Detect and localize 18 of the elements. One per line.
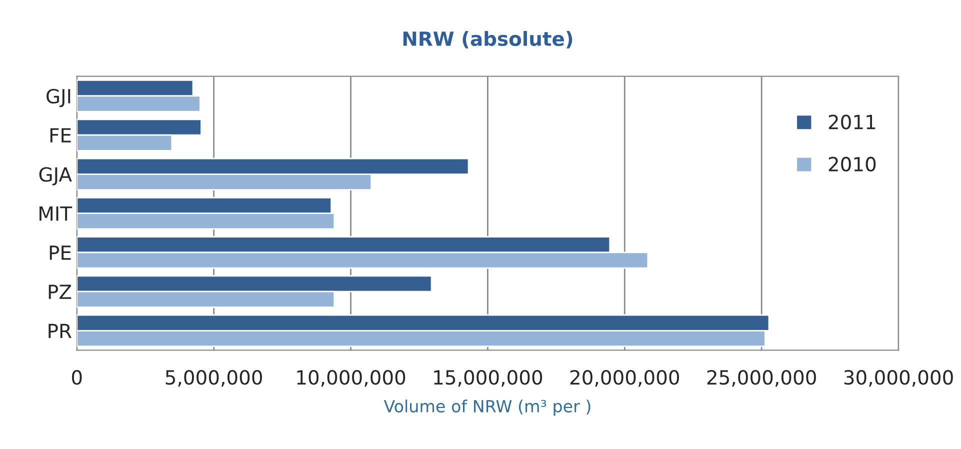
x-axis-title: Volume of NRW (m³ per ): [384, 400, 590, 416]
x-tick-label: 25,000,000: [707, 370, 816, 387]
y-tick-label: MIT: [40, 206, 72, 221]
x-tick-label: 15,000,000: [434, 370, 542, 387]
legend-label: 2011: [828, 114, 876, 130]
y-tick-label: FE: [50, 128, 71, 142]
y-tick-label: GJI: [46, 88, 70, 108]
x-tick-label: 20,000,000: [570, 370, 680, 387]
y-tick-label: GJA: [39, 167, 72, 186]
x-tick-label: 0: [72, 370, 82, 385]
legend-label: 2010: [828, 156, 876, 172]
chart-title: NRW (absolute): [403, 31, 572, 48]
x-tick-label: 5,000,000: [166, 370, 262, 387]
y-tick-label: PR: [48, 324, 72, 338]
y-tick-label: PE: [50, 246, 71, 260]
x-tick-label: 10,000,000: [297, 370, 406, 387]
x-tick-label: 30,000,000: [844, 370, 953, 387]
y-tick-label: PZ: [48, 284, 72, 299]
